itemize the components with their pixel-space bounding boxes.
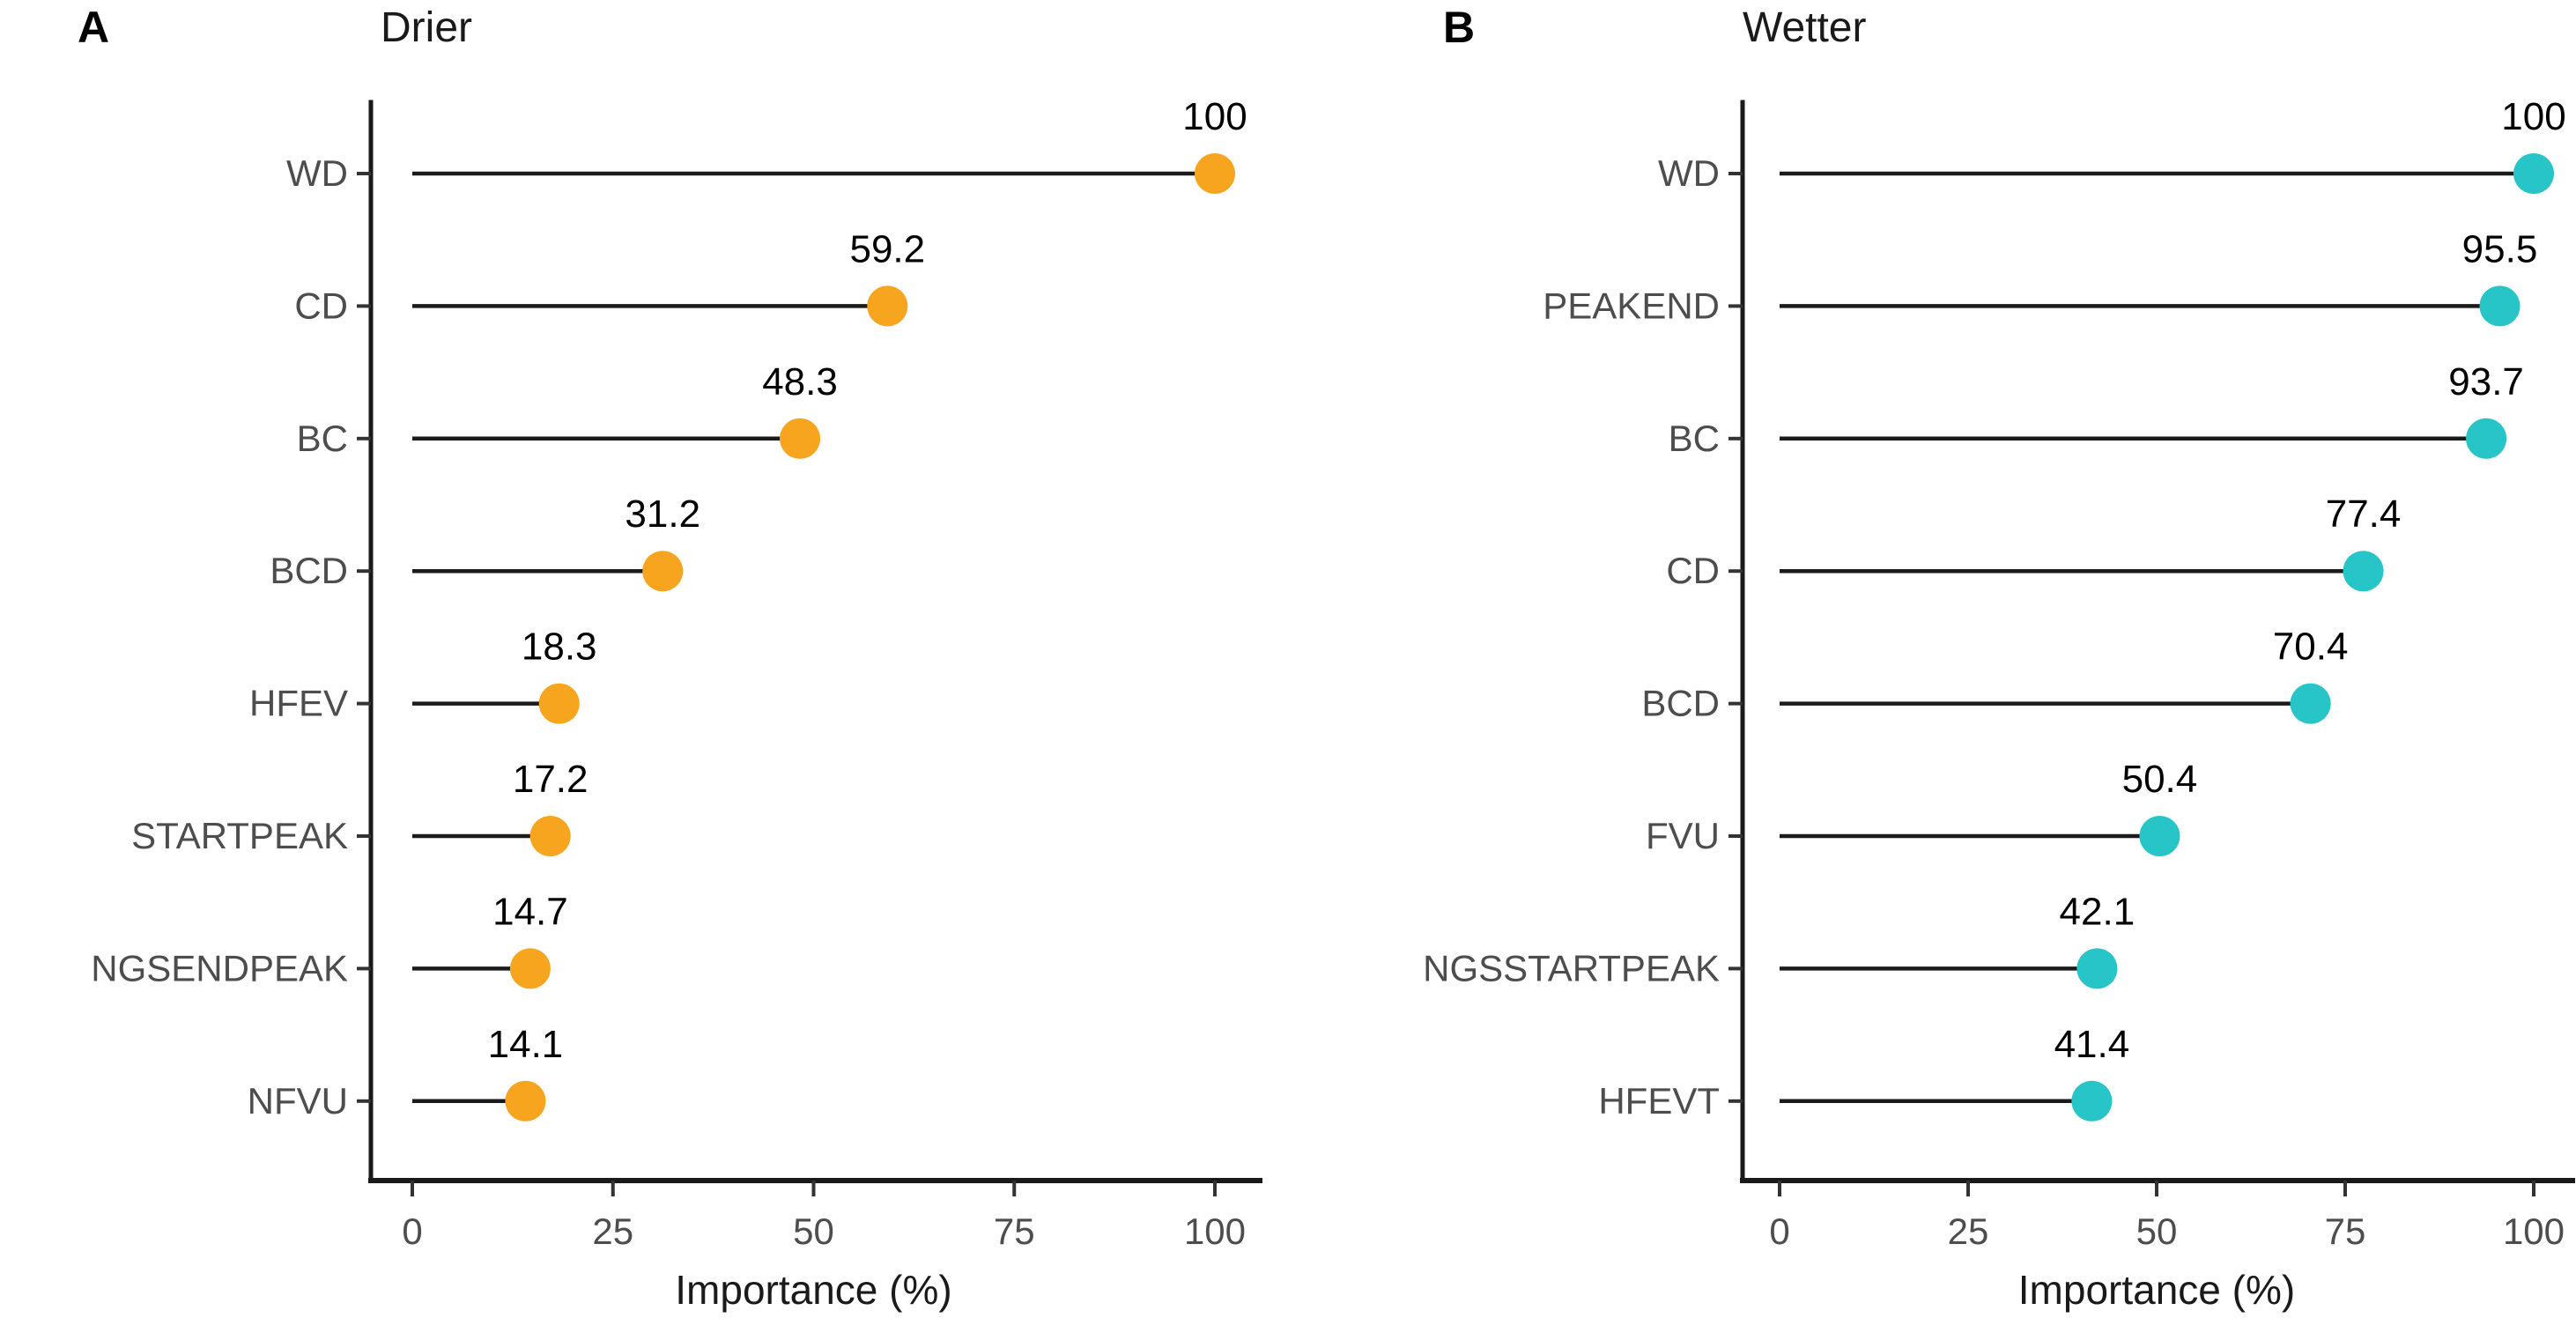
value-label: 59.2 — [849, 227, 925, 270]
category-label: WD — [1658, 152, 1720, 194]
lollipop-dot — [2290, 683, 2331, 724]
panel-b-title: Wetter — [1743, 4, 1867, 51]
lollipop-dot — [780, 418, 821, 459]
panel-b-chart: 0 25 50 75 100 Importance (%) WD 100 PEAKEND 95.5… — [1423, 95, 2575, 1313]
value-label: 50.4 — [2122, 758, 2198, 801]
category-label: NGSENDPEAK — [91, 947, 348, 988]
lollipop-dot — [505, 1080, 546, 1122]
value-label: 31.2 — [625, 492, 700, 536]
lollipop-dot — [1195, 153, 1235, 194]
x-tick-label: 0 — [402, 1211, 422, 1252]
panel-a-letter: A — [78, 3, 110, 52]
x-tick-label: 100 — [2503, 1211, 2565, 1252]
lollipop-dot — [867, 285, 908, 327]
x-axis-title: Importance (%) — [675, 1267, 951, 1313]
category-label: HFEVT — [1598, 1080, 1720, 1122]
lollipop-dot — [2479, 285, 2520, 327]
value-label: 18.3 — [522, 626, 597, 669]
value-label: 42.1 — [2060, 890, 2136, 933]
x-tick-label: 75 — [994, 1211, 1035, 1252]
value-label: 100 — [1182, 95, 1247, 138]
value-label: 41.4 — [2054, 1023, 2130, 1066]
category-label: BC — [297, 418, 348, 459]
x-tick-label: 25 — [1948, 1211, 1989, 1252]
x-tick-label: 25 — [592, 1211, 633, 1252]
category-label: BC — [1669, 418, 1720, 459]
value-label: 14.1 — [488, 1023, 564, 1066]
lollipop-dot — [2466, 418, 2507, 459]
category-label: CD — [294, 285, 348, 326]
x-tick-label: 50 — [793, 1211, 834, 1252]
category-label: WD — [286, 152, 348, 194]
value-label: 77.4 — [2326, 492, 2402, 536]
value-label: 100 — [2501, 95, 2565, 138]
category-label: PEAKEND — [1543, 285, 1720, 326]
category-label: CD — [1666, 550, 1720, 591]
value-label: 93.7 — [2448, 360, 2524, 404]
lollipop-dot — [538, 683, 580, 724]
x-tick-label: 75 — [2325, 1211, 2366, 1252]
x-tick-label: 100 — [1184, 1211, 1246, 1252]
category-label: BCD — [1641, 683, 1720, 724]
value-label: 48.3 — [762, 360, 838, 404]
category-label: NGSSTARTPEAK — [1423, 947, 1720, 988]
lollipop-dot — [2139, 816, 2180, 856]
value-label: 17.2 — [513, 758, 588, 801]
category-label: NFVU — [248, 1080, 348, 1122]
category-label: STARTPEAK — [131, 815, 348, 856]
lollipop-dot — [529, 816, 571, 856]
category-label: HFEV — [249, 683, 348, 724]
lollipop-dot — [509, 948, 551, 989]
lollipop-dot — [2076, 948, 2118, 989]
x-tick-label: 0 — [1769, 1211, 1789, 1252]
category-label: BCD — [270, 550, 348, 591]
panel-a-title: Drier — [381, 4, 472, 51]
lollipop-dot — [642, 551, 684, 592]
panel-a-chart: 0 25 50 75 100 Importance (%) WD 100 CD 59.2 BC 48.… — [91, 95, 1262, 1313]
value-label: 95.5 — [2462, 227, 2538, 270]
lollipop-dot — [2343, 551, 2384, 592]
x-tick-label: 50 — [2136, 1211, 2178, 1252]
value-label: 70.4 — [2273, 626, 2349, 669]
lollipop-dot — [2513, 153, 2554, 194]
value-label: 14.7 — [492, 890, 568, 933]
category-label: FVU — [1646, 815, 1720, 856]
panel-b-letter: B — [1443, 3, 1476, 52]
x-axis-title: Importance (%) — [2018, 1267, 2295, 1313]
lollipop-dot — [2071, 1080, 2113, 1122]
